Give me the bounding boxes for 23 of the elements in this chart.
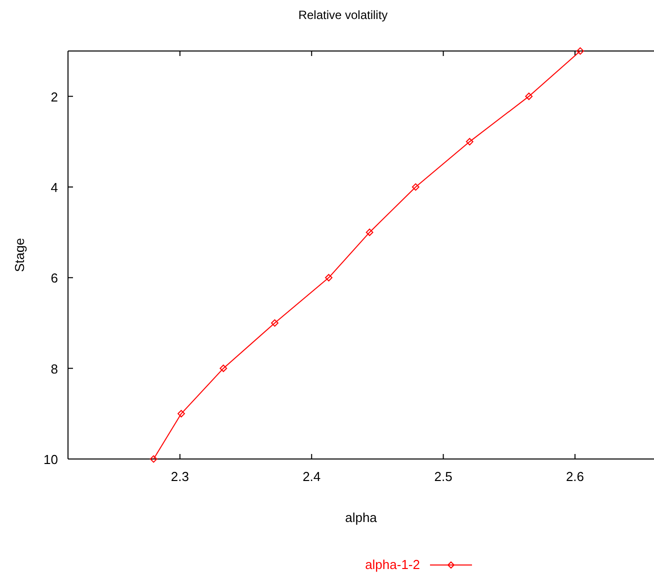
y-tick-label: 8 xyxy=(50,361,58,376)
x-tick-label: 2.3 xyxy=(170,469,189,484)
point xyxy=(366,228,374,236)
y-tick-label: 2 xyxy=(50,89,58,104)
x-tick-label: 2.5 xyxy=(434,469,452,484)
point xyxy=(150,455,158,463)
point xyxy=(525,92,533,100)
point xyxy=(412,183,420,191)
y-tick-label: 10 xyxy=(44,452,58,467)
point xyxy=(576,47,584,55)
point xyxy=(466,138,474,146)
y-tick-label: 4 xyxy=(50,180,58,195)
legend-label: alpha-1-2 xyxy=(365,557,420,572)
point xyxy=(220,364,228,372)
y-tick-label: 6 xyxy=(50,270,58,286)
x-axis-title: alpha xyxy=(345,510,378,525)
point xyxy=(325,274,332,282)
y-axis-title: Stage xyxy=(12,238,27,272)
point xyxy=(178,410,185,418)
x-tick-label: 2.4 xyxy=(302,469,321,484)
x-tick-label: 2.6 xyxy=(566,469,584,484)
point xyxy=(271,319,278,327)
chart-title: Relative volatility xyxy=(298,8,388,22)
